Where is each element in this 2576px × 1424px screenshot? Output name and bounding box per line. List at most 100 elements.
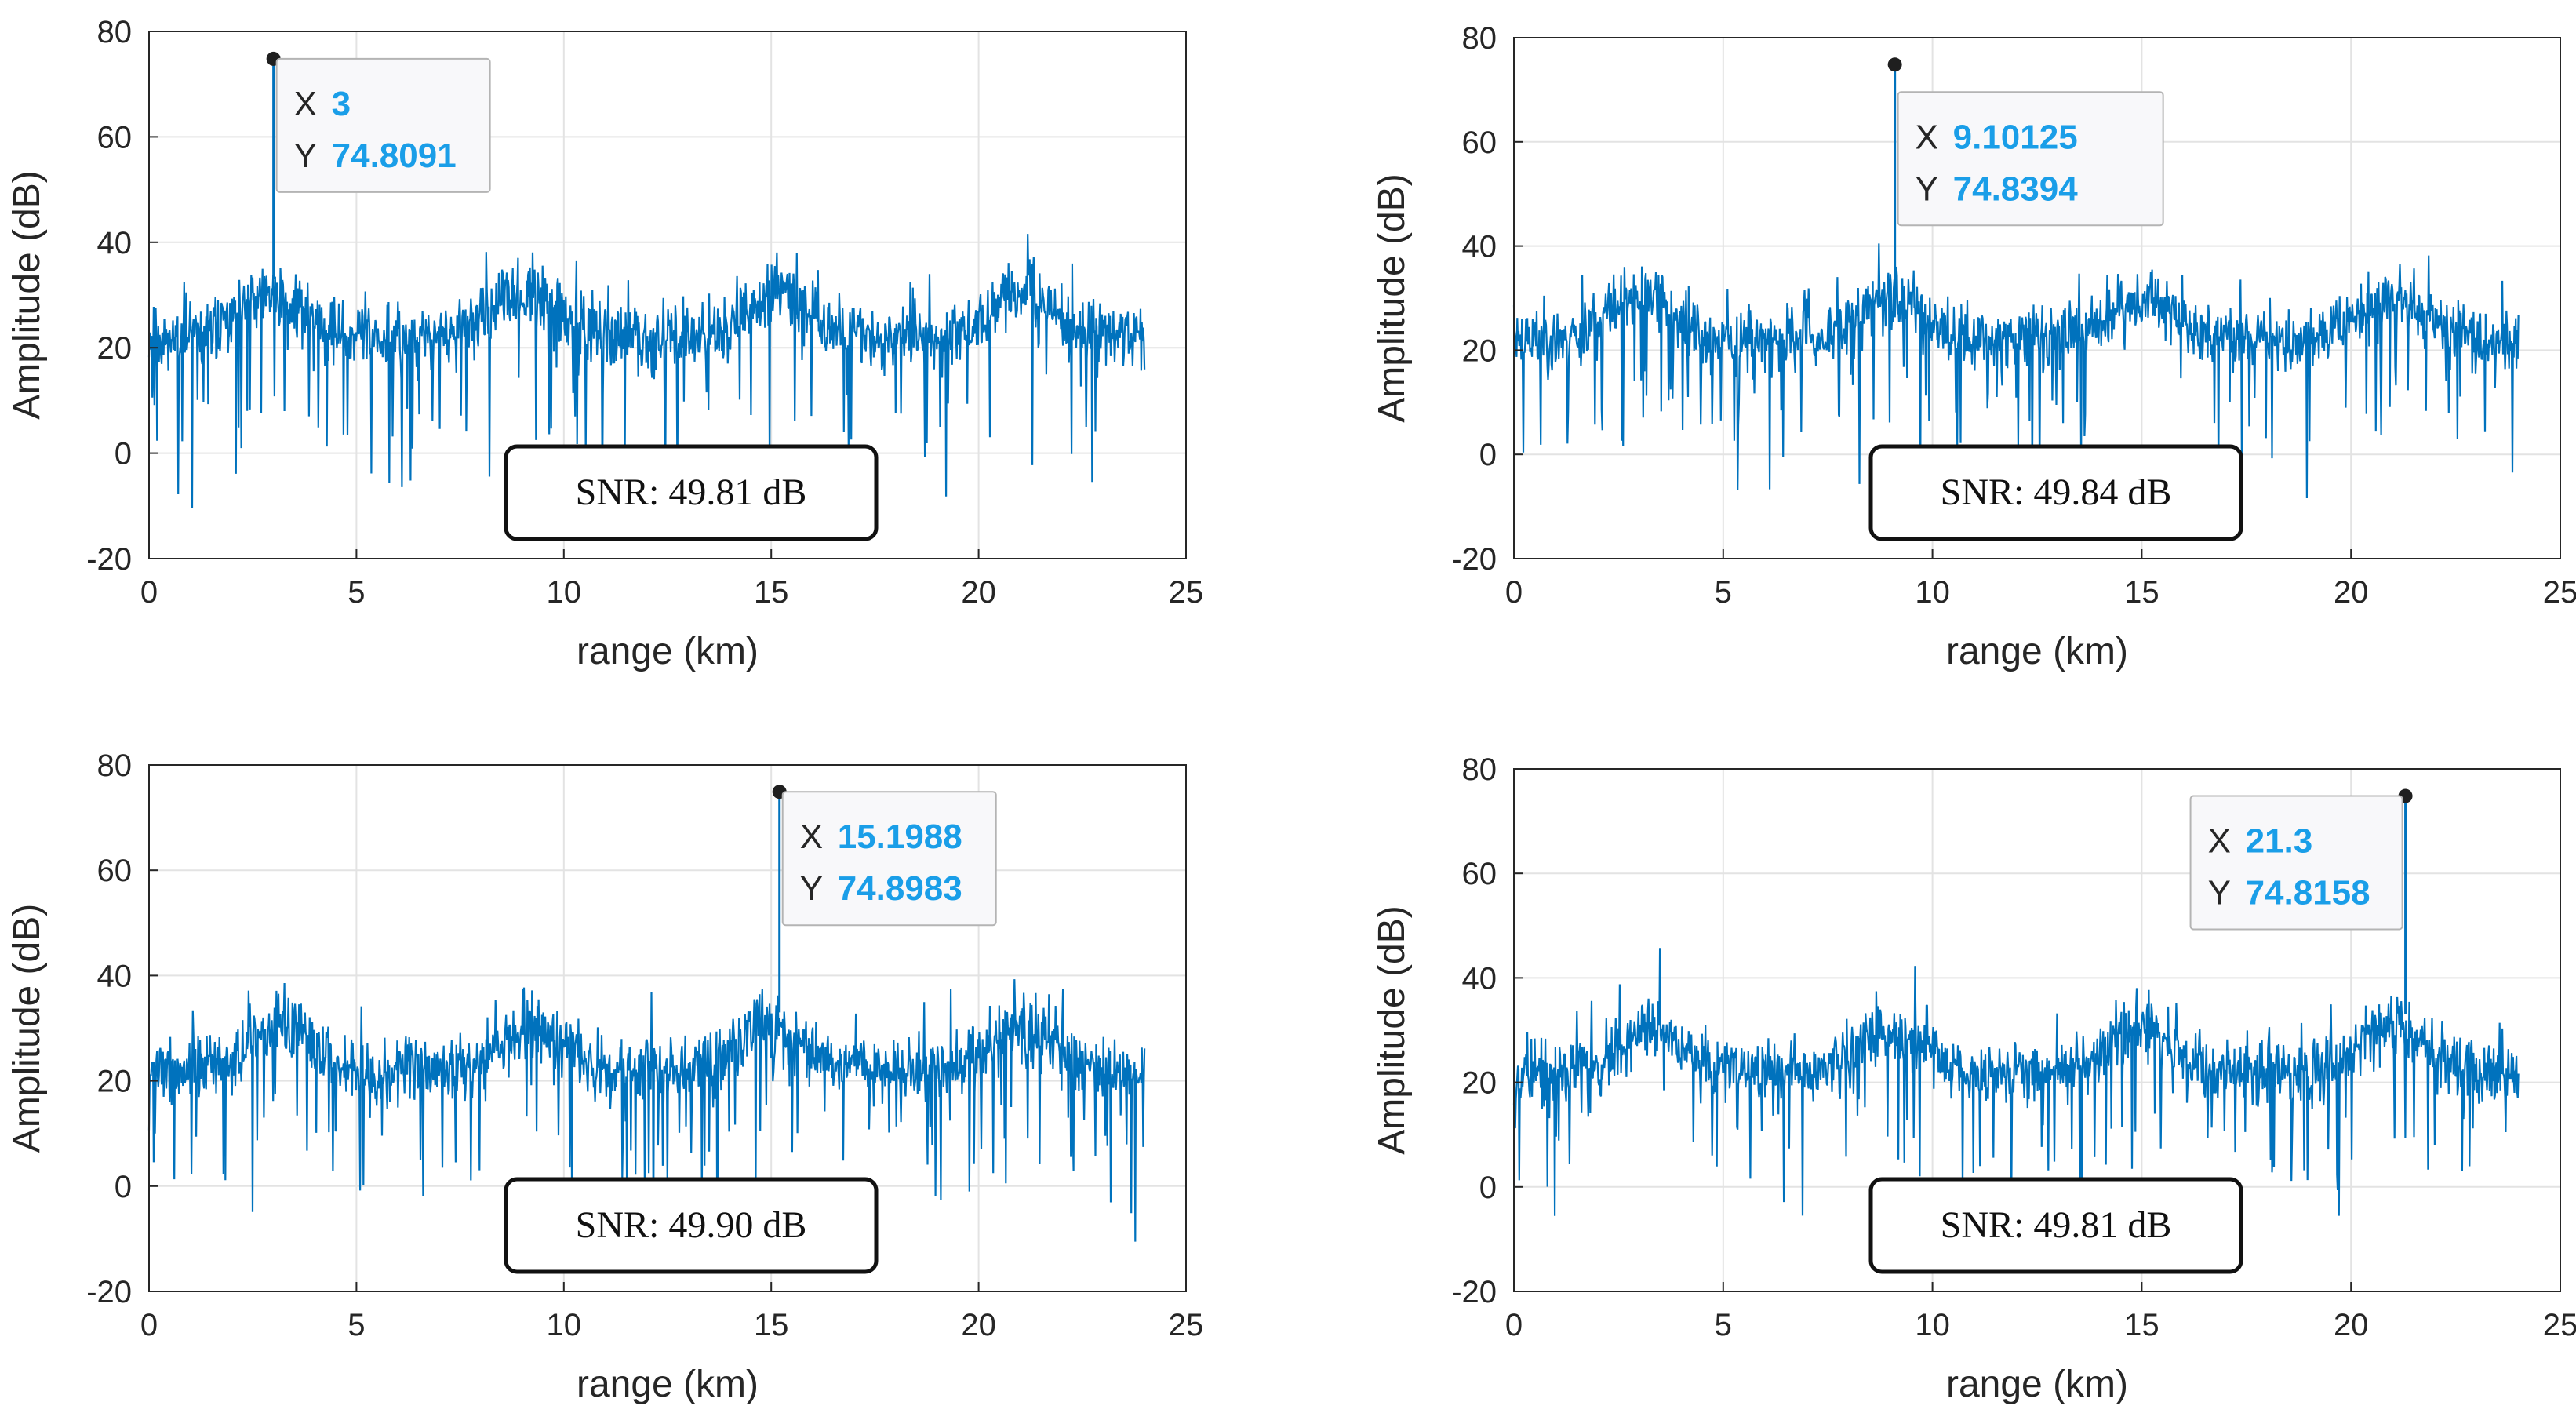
- y-tick-label: 20: [1462, 333, 1497, 368]
- y-tick-label: 40: [1462, 961, 1497, 996]
- x-tick-label: 15: [2124, 1308, 2159, 1342]
- datatip-x-label: X: [1916, 118, 1938, 156]
- x-tick-label: 0: [140, 1308, 158, 1342]
- x-tick-label: 25: [1169, 1308, 1204, 1342]
- snr-annotation: SNR: 49.81 dB: [576, 472, 807, 513]
- axes-box: [1513, 37, 2561, 559]
- x-tick-label: 10: [1915, 575, 1950, 610]
- x-tick-label: 20: [961, 1308, 996, 1342]
- datatip-x-value: 15.1988: [838, 818, 962, 856]
- y-tick-label: 0: [115, 1170, 132, 1204]
- datatip: X 9.10125 Y 74.8394: [1897, 91, 2164, 227]
- x-tick-label: 15: [754, 575, 789, 610]
- x-tick-label: 20: [2334, 575, 2369, 610]
- x-tick-label: 5: [347, 575, 365, 610]
- y-tick-label: 40: [97, 959, 133, 993]
- snr-box: [504, 444, 879, 541]
- datatip-y-value: 74.8394: [1953, 169, 2079, 208]
- y-tick-label: 0: [1479, 1171, 1497, 1205]
- y-tick-label: 20: [97, 1065, 133, 1099]
- datatip-y-value: 74.8091: [332, 137, 457, 175]
- x-tick-label: 10: [547, 1308, 582, 1342]
- datatip-y-value: 74.8983: [838, 869, 962, 908]
- y-tick-label: 20: [1462, 1066, 1497, 1101]
- x-tick-label: 20: [961, 575, 996, 610]
- y-tick-label: -20: [1451, 1275, 1497, 1309]
- x-tick-label: 25: [2543, 1308, 2576, 1342]
- axes-box: [148, 764, 1187, 1292]
- signal-line: [1512, 948, 2520, 1226]
- x-axis-label: range (km): [1946, 1364, 2128, 1405]
- x-tick-label: 5: [1715, 575, 1732, 610]
- datatip-x-value: 3: [332, 85, 351, 123]
- y-axis-label: Amplitude (dB): [1371, 905, 1413, 1154]
- y-tick-label: 20: [97, 331, 133, 366]
- snr-annotation: SNR: 49.81 dB: [1941, 1204, 2172, 1246]
- datatip-y-label: Y: [294, 137, 317, 175]
- x-tick-label: 0: [140, 575, 158, 610]
- datatip: X 15.1988 Y 74.8983: [781, 791, 997, 927]
- y-tick-label: -20: [1451, 542, 1497, 577]
- axes-box: [148, 31, 1187, 559]
- y-tick-label: 80: [1462, 21, 1497, 56]
- x-tick-label: 0: [1505, 575, 1523, 610]
- datatip-x-value: 21.3: [2246, 822, 2313, 861]
- y-axis-label: Amplitude (dB): [1371, 173, 1413, 422]
- x-axis-label: range (km): [1946, 631, 2128, 672]
- datatip-x-label: X: [800, 818, 823, 856]
- y-tick-label: 40: [97, 226, 133, 260]
- y-tick-label: 60: [1462, 126, 1497, 160]
- y-tick-label: -20: [86, 1275, 132, 1309]
- y-tick-label: 80: [97, 15, 133, 49]
- snr-annotation: SNR: 49.90 dB: [576, 1204, 807, 1246]
- signal-line: [1512, 243, 2520, 499]
- datatip-box: [781, 791, 997, 927]
- peak-marker: [1887, 57, 1902, 72]
- x-axis-label: range (km): [577, 1364, 759, 1405]
- datatip-y-label: Y: [2208, 874, 2231, 912]
- signal-line: [147, 979, 1146, 1242]
- x-tick-label: 25: [1169, 575, 1204, 610]
- x-tick-label: 15: [754, 1308, 789, 1342]
- snr-box: [1868, 1177, 2243, 1274]
- y-tick-label: 0: [1479, 438, 1497, 472]
- y-tick-label: 0: [115, 437, 132, 472]
- datatip-box: [2189, 795, 2403, 931]
- y-tick-label: 80: [97, 748, 133, 783]
- datatip-x-label: X: [2208, 822, 2231, 861]
- datatip-box: [275, 57, 491, 193]
- x-tick-label: 0: [1505, 1308, 1523, 1342]
- datatip-box: [1897, 91, 2164, 227]
- y-tick-label: 60: [97, 854, 133, 888]
- datatip-x-label: X: [294, 85, 317, 123]
- y-tick-label: 60: [97, 120, 133, 155]
- y-tick-label: -20: [86, 542, 132, 577]
- datatip-y-label: Y: [800, 869, 823, 908]
- x-tick-label: 5: [347, 1308, 365, 1342]
- x-tick-label: 10: [547, 575, 582, 610]
- signal-line: [147, 234, 1146, 508]
- datatip-y-label: Y: [1916, 169, 1938, 208]
- snr-box: [1868, 444, 2243, 541]
- datatip: X 21.3 Y 74.8158: [2189, 795, 2403, 931]
- axes-box: [1513, 768, 2561, 1292]
- x-tick-label: 5: [1715, 1308, 1732, 1342]
- datatip: X 3Y 74.8091: [275, 57, 491, 193]
- snr-annotation: SNR: 49.84 dB: [1941, 472, 2172, 513]
- y-axis-label: Amplitude (dB): [6, 904, 48, 1153]
- datatip-y-value: 74.8158: [2246, 874, 2370, 912]
- y-axis-label: Amplitude (dB): [6, 170, 48, 419]
- y-tick-label: 40: [1462, 230, 1497, 264]
- x-tick-label: 25: [2543, 575, 2576, 610]
- snr-box: [504, 1177, 879, 1274]
- x-tick-label: 15: [2124, 575, 2159, 610]
- y-tick-label: 80: [1462, 752, 1497, 787]
- x-tick-label: 10: [1915, 1308, 1950, 1342]
- datatip-x-value: 9.10125: [1953, 118, 2078, 156]
- y-tick-label: 60: [1462, 857, 1497, 891]
